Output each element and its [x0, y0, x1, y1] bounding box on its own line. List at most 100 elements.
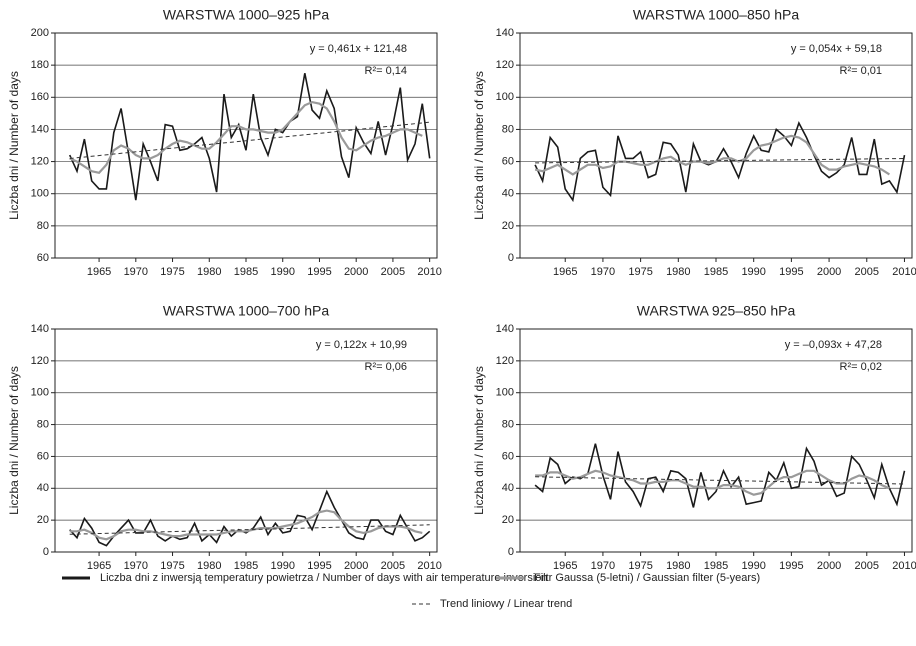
y-tick-label: 200 [31, 27, 49, 39]
y-tick-label: 80 [37, 418, 49, 430]
x-tick-label: 1985 [234, 266, 258, 278]
annotation: R²= 0,01 [840, 65, 883, 77]
x-tick-label: 1980 [197, 266, 221, 278]
y-tick-label: 20 [37, 514, 49, 526]
y-tick-label: 120 [496, 355, 514, 367]
x-tick-label: 2005 [855, 266, 879, 278]
y-tick-label: 40 [502, 482, 514, 494]
series-line [534, 443, 906, 508]
y-tick-label: 80 [502, 123, 514, 135]
x-tick-label: 1995 [307, 266, 331, 278]
annotation: y = 0,054x + 59,18 [791, 43, 882, 55]
legend-label: Liczba dni z inwersją temperatury powiet… [100, 572, 548, 584]
trend-line [535, 476, 905, 485]
y-tick-label: 40 [502, 188, 514, 200]
x-tick-label: 1970 [591, 560, 615, 572]
x-tick-label: 1990 [270, 266, 294, 278]
x-tick-label: 2005 [855, 560, 879, 572]
x-tick-label: 1970 [124, 266, 148, 278]
y-tick-label: 80 [502, 418, 514, 430]
x-tick-label: 1965 [553, 560, 577, 572]
series-line [535, 469, 890, 496]
y-tick-label: 100 [31, 387, 49, 399]
x-tick-label: 1995 [779, 560, 803, 572]
y-tick-label: 60 [37, 252, 49, 264]
x-tick-label: 1975 [160, 266, 184, 278]
y-tick-label: 120 [31, 355, 49, 367]
x-tick-label: 2005 [381, 266, 405, 278]
legend-label: Filtr Gaussa (5-letni) / Gaussian filter… [534, 572, 760, 584]
trend-line [69, 121, 430, 159]
x-tick-label: 1995 [779, 266, 803, 278]
plot-frame [519, 32, 913, 259]
x-tick-label: 2010 [417, 266, 441, 278]
chart-title: WARSTWA 1000–925 hPa [163, 7, 329, 23]
plot-frame [54, 328, 438, 553]
x-tick-label: 1980 [197, 560, 221, 572]
x-tick-label: 1965 [87, 560, 111, 572]
annotation: R²= 0,02 [840, 361, 883, 373]
x-tick-label: 1985 [704, 266, 728, 278]
y-tick-label: 140 [31, 323, 49, 335]
chart-title: WARSTWA 925–850 hPa [637, 303, 796, 319]
series-line [69, 100, 423, 175]
y-tick-label: 100 [496, 91, 514, 103]
y-tick-label: 140 [496, 323, 514, 335]
chart-title: WARSTWA 1000–850 hPa [633, 7, 799, 23]
x-tick-label: 1965 [553, 266, 577, 278]
y-tick-label: 20 [502, 514, 514, 526]
x-tick-label: 2000 [344, 560, 368, 572]
series-line [534, 134, 890, 176]
x-tick-label: 2000 [817, 266, 841, 278]
x-tick-label: 2000 [817, 560, 841, 572]
x-tick-label: 1975 [628, 266, 652, 278]
plot-frame [519, 328, 913, 553]
chart-title: WARSTWA 1000–700 hPa [163, 303, 329, 319]
x-tick-label: 1980 [666, 560, 690, 572]
plot-frame [54, 32, 438, 259]
x-tick-label: 1985 [704, 560, 728, 572]
series-line [69, 489, 431, 547]
y-tick-label: 100 [31, 188, 49, 200]
x-tick-label: 2000 [344, 266, 368, 278]
x-tick-label: 1980 [666, 266, 690, 278]
legend-label: Trend liniowy / Linear trend [440, 598, 572, 610]
x-tick-label: 1975 [160, 560, 184, 572]
x-tick-label: 1970 [591, 266, 615, 278]
x-tick-label: 2010 [417, 560, 441, 572]
x-tick-label: 1995 [307, 560, 331, 572]
x-tick-label: 2010 [892, 560, 916, 572]
y-axis-label: Liczba dni / Number of days [7, 366, 21, 515]
y-tick-label: 120 [496, 59, 514, 71]
y-axis-label: Liczba dni / Number of days [7, 71, 21, 220]
y-tick-label: 140 [31, 123, 49, 135]
y-axis-label: Liczba dni / Number of days [472, 366, 486, 515]
y-axis-label: Liczba dni / Number of days [472, 71, 486, 220]
series-line [68, 73, 431, 201]
y-tick-label: 60 [502, 155, 514, 167]
x-tick-label: 1990 [741, 266, 765, 278]
y-tick-label: 100 [496, 387, 514, 399]
annotation: y = –0,093x + 47,28 [785, 339, 882, 351]
y-tick-label: 60 [502, 450, 514, 462]
x-tick-label: 1965 [87, 266, 111, 278]
x-tick-label: 2005 [381, 560, 405, 572]
y-tick-label: 0 [508, 252, 514, 264]
y-tick-label: 80 [37, 220, 49, 232]
annotation: R²= 0,06 [365, 361, 408, 373]
y-tick-label: 0 [43, 546, 49, 558]
annotation: y = 0,122x + 10,99 [316, 339, 407, 351]
series-line [69, 509, 423, 541]
x-tick-label: 1990 [741, 560, 765, 572]
x-tick-label: 2010 [892, 266, 916, 278]
y-tick-label: 140 [496, 27, 514, 39]
y-tick-label: 20 [502, 220, 514, 232]
annotation: R²= 0,14 [365, 65, 408, 77]
annotation: y = 0,461x + 121,48 [310, 43, 407, 55]
y-tick-label: 120 [31, 155, 49, 167]
y-tick-label: 60 [37, 450, 49, 462]
y-tick-label: 160 [31, 91, 49, 103]
trend-line [535, 158, 905, 164]
y-tick-label: 180 [31, 59, 49, 71]
